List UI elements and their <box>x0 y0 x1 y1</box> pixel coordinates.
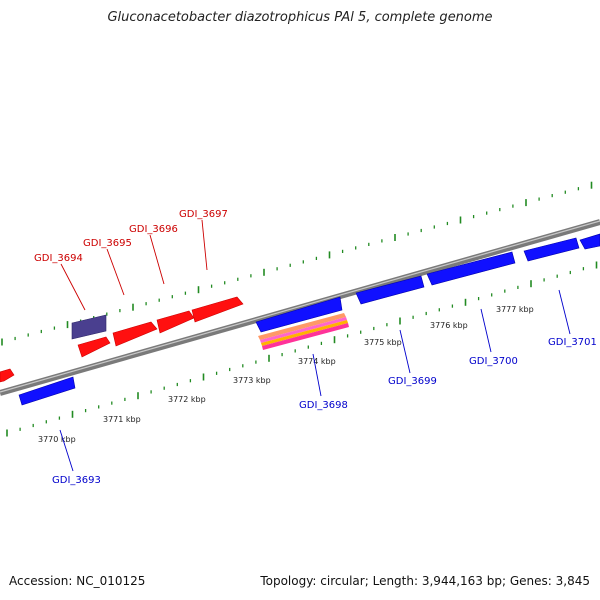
reverse-tick-track <box>6 261 598 437</box>
gene-arrow-partial[interactable] <box>0 368 15 383</box>
scale-label: 3774 kbp <box>298 357 336 366</box>
genes-label: Genes: <box>509 574 552 588</box>
scale-label: 3776 kbp <box>430 321 468 330</box>
forward-label-leaders <box>60 219 208 311</box>
gene-arrow-gdi-3694[interactable] <box>77 336 111 358</box>
gene-label-gdi-3698[interactable]: GDI_3698 <box>299 400 348 411</box>
gene-arrow-gdi-3701-b[interactable] <box>579 233 600 250</box>
gene-label-gdi-3701[interactable]: GDI_3701 <box>548 337 597 348</box>
genome-stats: Topology: circular; Length: 3,944,163 bp… <box>260 574 590 588</box>
gene-arrow-gdi-3701-a[interactable] <box>523 237 580 262</box>
genes-value: 3,845 <box>555 574 590 588</box>
gene-arrow-gdi-3695[interactable] <box>112 321 158 347</box>
rna-feature[interactable] <box>258 313 349 350</box>
scale-label: 3772 kbp <box>168 395 206 404</box>
scale-label: 3771 kbp <box>103 415 141 424</box>
reverse-label-leaders <box>59 289 571 472</box>
topology-value: circular <box>320 574 365 588</box>
scale-label: 3770 kbp <box>38 435 76 444</box>
gene-label-gdi-3694[interactable]: GDI_3694 <box>34 253 83 264</box>
gene-label-gdi-3697[interactable]: GDI_3697 <box>179 209 228 220</box>
gene-arrow-gdi-3697[interactable] <box>191 296 244 323</box>
scale-labels: 3770 kbp 3771 kbp 3772 kbp 3773 kbp 3774… <box>38 305 534 444</box>
genome-backbone <box>0 219 600 396</box>
gene-label-gdi-3693[interactable]: GDI_3693 <box>52 475 101 486</box>
accession-info: Accession: NC_010125 <box>9 574 145 588</box>
gene-arrow-gdi-3698[interactable] <box>255 296 343 333</box>
accession-label: Accession: <box>9 574 73 588</box>
gene-arrow-gdi-3693[interactable] <box>18 376 76 406</box>
length-value: 3,944,163 bp <box>421 574 502 588</box>
gene-label-gdi-3696[interactable]: GDI_3696 <box>129 224 178 235</box>
length-label: Length: <box>372 574 419 588</box>
scale-label: 3775 kbp <box>364 338 402 347</box>
gene-arrow-gdi-3694-top[interactable] <box>71 314 107 340</box>
gene-label-gdi-3700[interactable]: GDI_3700 <box>469 356 518 367</box>
gene-arrow-gdi-3699[interactable] <box>355 275 425 305</box>
gene-arrow-gdi-3696[interactable] <box>156 310 195 334</box>
forward-gene-labels: GDI_3694 GDI_3695 GDI_3696 GDI_3697 <box>34 209 228 264</box>
forward-gene-track <box>0 296 244 383</box>
scale-label: 3773 kbp <box>233 376 271 385</box>
scale-label: 3777 kbp <box>496 305 534 314</box>
reverse-gene-labels: GDI_3693 GDI_3698 GDI_3699 GDI_3700 GDI_… <box>52 337 597 486</box>
accession-value: NC_010125 <box>76 574 146 588</box>
gene-label-gdi-3699[interactable]: GDI_3699 <box>388 376 437 387</box>
topology-label: Topology: <box>260 574 317 588</box>
gene-label-gdi-3695[interactable]: GDI_3695 <box>83 238 132 249</box>
map-title: Gluconacetobacter diazotrophicus PAl 5, … <box>107 10 493 25</box>
reverse-gene-track <box>18 233 600 406</box>
gene-arrow-gdi-3700[interactable] <box>426 251 516 286</box>
forward-tick-track <box>1 181 593 346</box>
